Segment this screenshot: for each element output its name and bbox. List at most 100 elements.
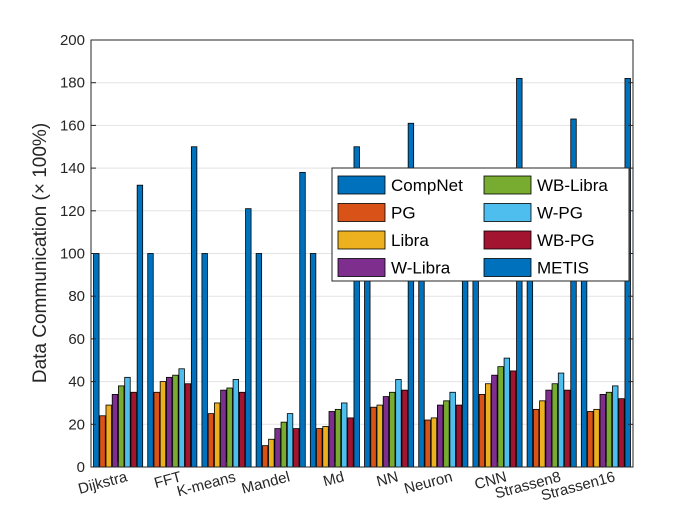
bar-w-pg bbox=[449, 391, 456, 468]
legend-label-compnet: CompNet bbox=[391, 176, 463, 195]
bar-w-pg bbox=[395, 379, 402, 468]
bar-metis bbox=[299, 171, 306, 468]
legend-swatch-wb-libra bbox=[483, 175, 532, 195]
bar-wb-pg bbox=[347, 417, 354, 468]
bar-compnet bbox=[147, 253, 154, 468]
bar-w-libra bbox=[111, 394, 119, 468]
legend-label-wb-pg: WB-PG bbox=[537, 231, 595, 250]
bar-w-libra bbox=[328, 411, 335, 468]
legend-swatch-compnet bbox=[337, 175, 386, 195]
bar-libra bbox=[105, 404, 112, 468]
bar-metis bbox=[136, 184, 144, 468]
bar-pg bbox=[532, 408, 540, 468]
y-tick-label: 120 bbox=[60, 203, 85, 220]
bar-w-libra bbox=[545, 389, 552, 468]
bar-wb-libra bbox=[551, 383, 558, 468]
legend-swatch-pg bbox=[337, 203, 386, 222]
bar-metis bbox=[190, 146, 198, 468]
bar-wb-pg bbox=[130, 391, 137, 468]
bar-compnet bbox=[580, 253, 588, 468]
bar-w-libra bbox=[274, 428, 281, 468]
bar-pg bbox=[478, 394, 486, 468]
bar-w-pg bbox=[503, 357, 511, 468]
bar-wb-libra bbox=[280, 421, 287, 468]
bar-wb-pg bbox=[455, 404, 463, 468]
bar-libra bbox=[322, 426, 329, 468]
bar-pg bbox=[153, 391, 160, 468]
bar-pg bbox=[316, 428, 323, 468]
legend-swatch-libra bbox=[337, 230, 386, 250]
x-tick-label: Md bbox=[321, 468, 346, 490]
legend-swatch-wb-pg bbox=[483, 230, 532, 250]
legend-label-libra: Libra bbox=[391, 231, 429, 250]
bar-libra bbox=[430, 417, 438, 468]
bar-w-libra bbox=[166, 376, 173, 468]
bar-w-pg bbox=[612, 385, 619, 468]
y-tick-label: 20 bbox=[68, 416, 85, 433]
bar-wb-libra bbox=[443, 400, 450, 468]
legend-swatch-w-libra bbox=[337, 258, 386, 277]
bar-libra bbox=[268, 438, 275, 468]
bar-libra bbox=[593, 408, 600, 468]
bar-w-pg bbox=[286, 413, 294, 468]
bar-wb-libra bbox=[605, 391, 613, 468]
bar-wb-pg bbox=[564, 389, 571, 468]
bar-w-libra bbox=[599, 394, 606, 468]
bar-w-pg bbox=[557, 372, 565, 468]
bar-pg bbox=[587, 411, 594, 468]
y-tick-label: 180 bbox=[60, 75, 85, 92]
legend-label-metis: METIS bbox=[537, 259, 589, 278]
bar-libra bbox=[539, 400, 546, 468]
bar-w-pg bbox=[124, 376, 131, 468]
bar-compnet bbox=[93, 253, 100, 468]
bar-wb-pg bbox=[293, 428, 300, 468]
legend-label-wb-libra: WB-Libra bbox=[537, 176, 608, 195]
bar-w-libra bbox=[437, 404, 444, 468]
bar-wb-libra bbox=[497, 366, 504, 468]
x-tick-label: FFT bbox=[152, 468, 183, 492]
legend-swatch-metis bbox=[483, 258, 532, 277]
bar-compnet bbox=[255, 253, 263, 468]
bar-libra bbox=[376, 404, 383, 468]
bar-libra bbox=[484, 383, 492, 468]
bar-pg bbox=[99, 415, 106, 468]
bar-wb-pg bbox=[184, 383, 192, 468]
bar-wb-pg bbox=[509, 370, 517, 468]
bar-compnet bbox=[472, 253, 479, 468]
y-tick-label: 100 bbox=[60, 246, 85, 263]
bar-wb-pg bbox=[618, 398, 625, 468]
bar-metis bbox=[461, 263, 469, 468]
bar-compnet bbox=[364, 253, 371, 468]
bar-compnet bbox=[526, 253, 534, 468]
bar-wb-libra bbox=[389, 391, 396, 468]
bar-w-libra bbox=[382, 396, 390, 468]
bar-libra bbox=[213, 402, 221, 468]
bar-w-pg bbox=[341, 402, 348, 468]
y-tick-label: 80 bbox=[68, 288, 85, 305]
bar-wb-pg bbox=[238, 391, 246, 468]
bar-metis bbox=[245, 208, 252, 468]
bar-libra bbox=[159, 381, 167, 468]
x-tick-label: NN bbox=[375, 468, 400, 490]
y-tick-label: 160 bbox=[60, 117, 85, 134]
bar-pg bbox=[261, 445, 269, 468]
y-tick-label: 60 bbox=[68, 331, 85, 348]
bar-w-libra bbox=[220, 389, 227, 468]
y-tick-label: 40 bbox=[68, 374, 85, 391]
bar-pg bbox=[424, 419, 431, 468]
y-tick-label: 0 bbox=[77, 459, 85, 476]
bar-wb-libra bbox=[118, 385, 125, 468]
bar-compnet bbox=[309, 253, 317, 468]
legend-swatch-w-pg bbox=[483, 203, 532, 222]
legend-label-w-pg: W-PG bbox=[537, 204, 583, 223]
y-tick-label: 140 bbox=[60, 160, 85, 177]
bar-w-libra bbox=[491, 374, 498, 468]
bar-wb-libra bbox=[334, 408, 342, 468]
bar-w-pg bbox=[178, 368, 185, 468]
bar-compnet bbox=[418, 253, 425, 468]
bar-pg bbox=[207, 413, 215, 468]
bar-wb-libra bbox=[172, 374, 179, 468]
y-tick-label: 200 bbox=[60, 32, 85, 49]
legend: CompNet PG Libra W-Libra WB-Libra W-PG WB-PG ME… bbox=[331, 167, 630, 282]
